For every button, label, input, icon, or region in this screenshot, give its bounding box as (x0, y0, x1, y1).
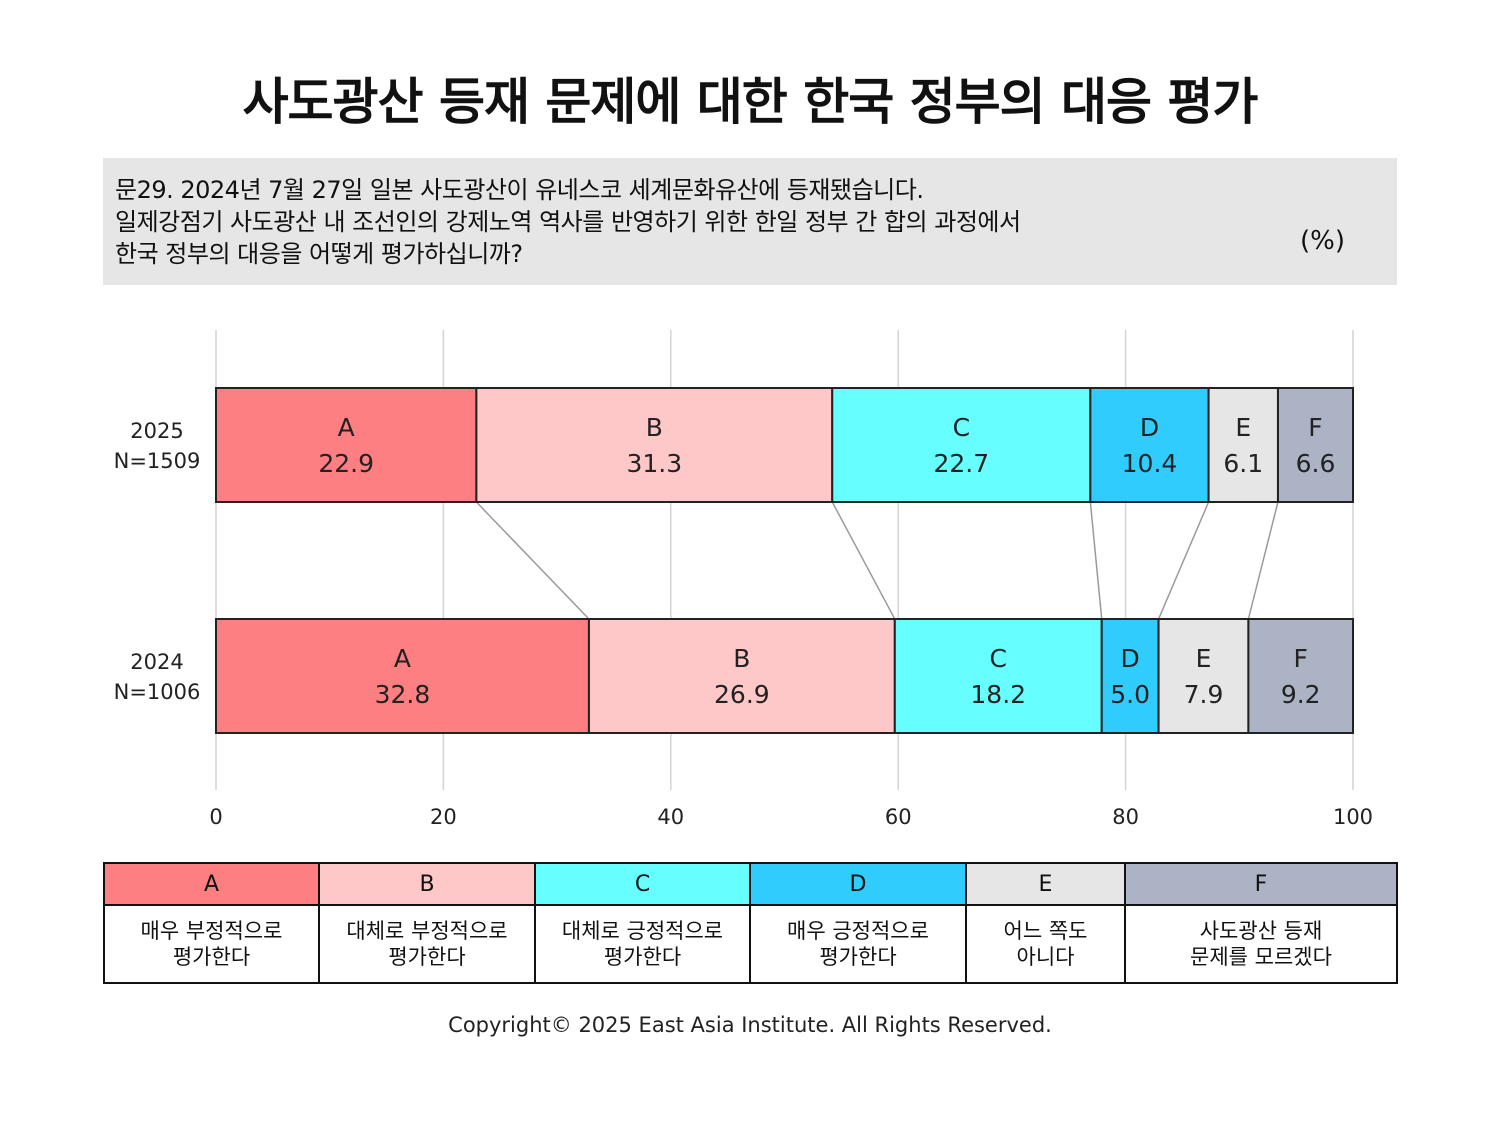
data-label: 22.7 (933, 449, 989, 478)
segment-series-label: A (338, 413, 355, 442)
bar-segment-c (893, 618, 1103, 734)
legend-key-b: B (318, 862, 536, 906)
stacked-bar-chart: A 22.9 B 31.3 C 22.7 D 10.4 E 6.1 F 6.6 A 32.8 B 26.9 C 1… (114, 330, 1373, 829)
data-label: 18.2 (970, 680, 1026, 709)
segment-series-label: A (394, 644, 411, 673)
x-tick-label: 100 (1333, 805, 1373, 829)
legend-table: A B C D E F 매우 부정적으로 평가한다 대체로 부정적으로 평가한다 대… (103, 862, 1398, 984)
x-tick-label: 80 (1112, 805, 1139, 829)
segment-series-label: F (1308, 413, 1322, 442)
segment-series-label: C (953, 413, 970, 442)
x-tick-label: 40 (657, 805, 684, 829)
bar-segment-f (1247, 618, 1354, 734)
bar-segment-e (1207, 387, 1279, 503)
segment-series-label: E (1235, 413, 1251, 442)
connector-line (1247, 501, 1279, 620)
legend-desc-c: 대체로 긍정적으로 평가한다 (534, 904, 751, 984)
legend-desc-f: 사도광산 등재 문제를 모르겠다 (1124, 904, 1398, 984)
bar-segment-a (215, 387, 478, 503)
data-label: 5.0 (1110, 680, 1150, 709)
connector-line (831, 501, 896, 620)
segment-series-label: C (990, 644, 1007, 673)
row-labels: 2025 N=1509 2024 N=1006 (114, 419, 201, 704)
copyright-text: Copyright© 2025 East Asia Institute. All… (448, 1013, 1052, 1037)
data-label: 6.6 (1296, 449, 1336, 478)
bar-segment-b (475, 387, 834, 503)
data-label: 10.4 (1122, 449, 1178, 478)
unit-label: (%) (1300, 226, 1345, 256)
segment-series-label: B (646, 413, 663, 442)
x-tick-label: 60 (885, 805, 912, 829)
row-label-n: N=1006 (114, 680, 201, 704)
x-axis: 0 20 40 60 80 100 (209, 805, 1373, 829)
connector-lines (475, 501, 1279, 620)
data-label: 6.1 (1223, 449, 1263, 478)
connector-line (1157, 501, 1210, 620)
row-label-n: N=1509 (114, 449, 201, 473)
connector-line (475, 501, 590, 620)
bar-segment-d (1100, 618, 1160, 734)
segment-series-label: D (1121, 644, 1140, 673)
data-label: 7.9 (1184, 680, 1224, 709)
bar-segment-e (1157, 618, 1250, 734)
segment-series-label: E (1196, 644, 1212, 673)
data-label: 32.8 (375, 680, 431, 709)
segment-series-label: D (1140, 413, 1159, 442)
data-label: 31.3 (626, 449, 682, 478)
legend-key-f: F (1124, 862, 1398, 906)
row-label-year: 2024 (130, 650, 183, 674)
data-label: 9.2 (1281, 680, 1321, 709)
bar-segment-f (1276, 387, 1355, 503)
data-label: 26.9 (714, 680, 770, 709)
bar-segment-b (587, 618, 896, 734)
bar-segment-c (831, 387, 1092, 503)
row-label-year: 2025 (130, 419, 183, 443)
legend-key-d: D (749, 862, 967, 906)
x-tick-label: 0 (209, 805, 222, 829)
question-line: 문29. 2024년 7월 27일 일본 사도광산이 유네스코 세계문화유산에 … (115, 176, 924, 204)
question-line: 일제강점기 사도광산 내 조선인의 강제노역 역사를 반영하기 위한 한일 정부… (115, 208, 1021, 236)
connector-line (1089, 501, 1103, 620)
bar-segments: A 22.9 B 31.3 C 22.7 D 10.4 E 6.1 F 6.6 A 32.8 B 26.9 C 1… (215, 387, 1355, 734)
legend-desc-row: 매우 부정적으로 평가한다 대체로 부정적으로 평가한다 대체로 긍정적으로 평가한다… (103, 904, 1398, 984)
chart-title: 사도광산 등재 문제에 대한 한국 정부의 대응 평가 (242, 73, 1259, 131)
legend-key-e: E (965, 862, 1126, 906)
segment-series-label: F (1294, 644, 1308, 673)
bar-segment-d (1089, 387, 1210, 503)
question-line: 한국 정부의 대응을 어떻게 평가하십니까? (115, 240, 523, 268)
legend-desc-a: 매우 부정적으로 평가한다 (103, 904, 320, 984)
legend-desc-b: 대체로 부정적으로 평가한다 (318, 904, 536, 984)
legend-key-a: A (103, 862, 320, 906)
legend-key-row: A B C D E F (103, 862, 1398, 906)
legend-key-c: C (534, 862, 751, 906)
legend-desc-e: 어느 쪽도 아니다 (965, 904, 1126, 984)
legend-desc-d: 매우 긍정적으로 평가한다 (749, 904, 967, 984)
bar-segment-a (215, 618, 590, 734)
segment-series-label: B (733, 644, 750, 673)
question-box: 문29. 2024년 7월 27일 일본 사도광산이 유네스코 세계문화유산에 … (103, 158, 1397, 285)
x-tick-label: 20 (430, 805, 457, 829)
data-label: 22.9 (318, 449, 374, 478)
